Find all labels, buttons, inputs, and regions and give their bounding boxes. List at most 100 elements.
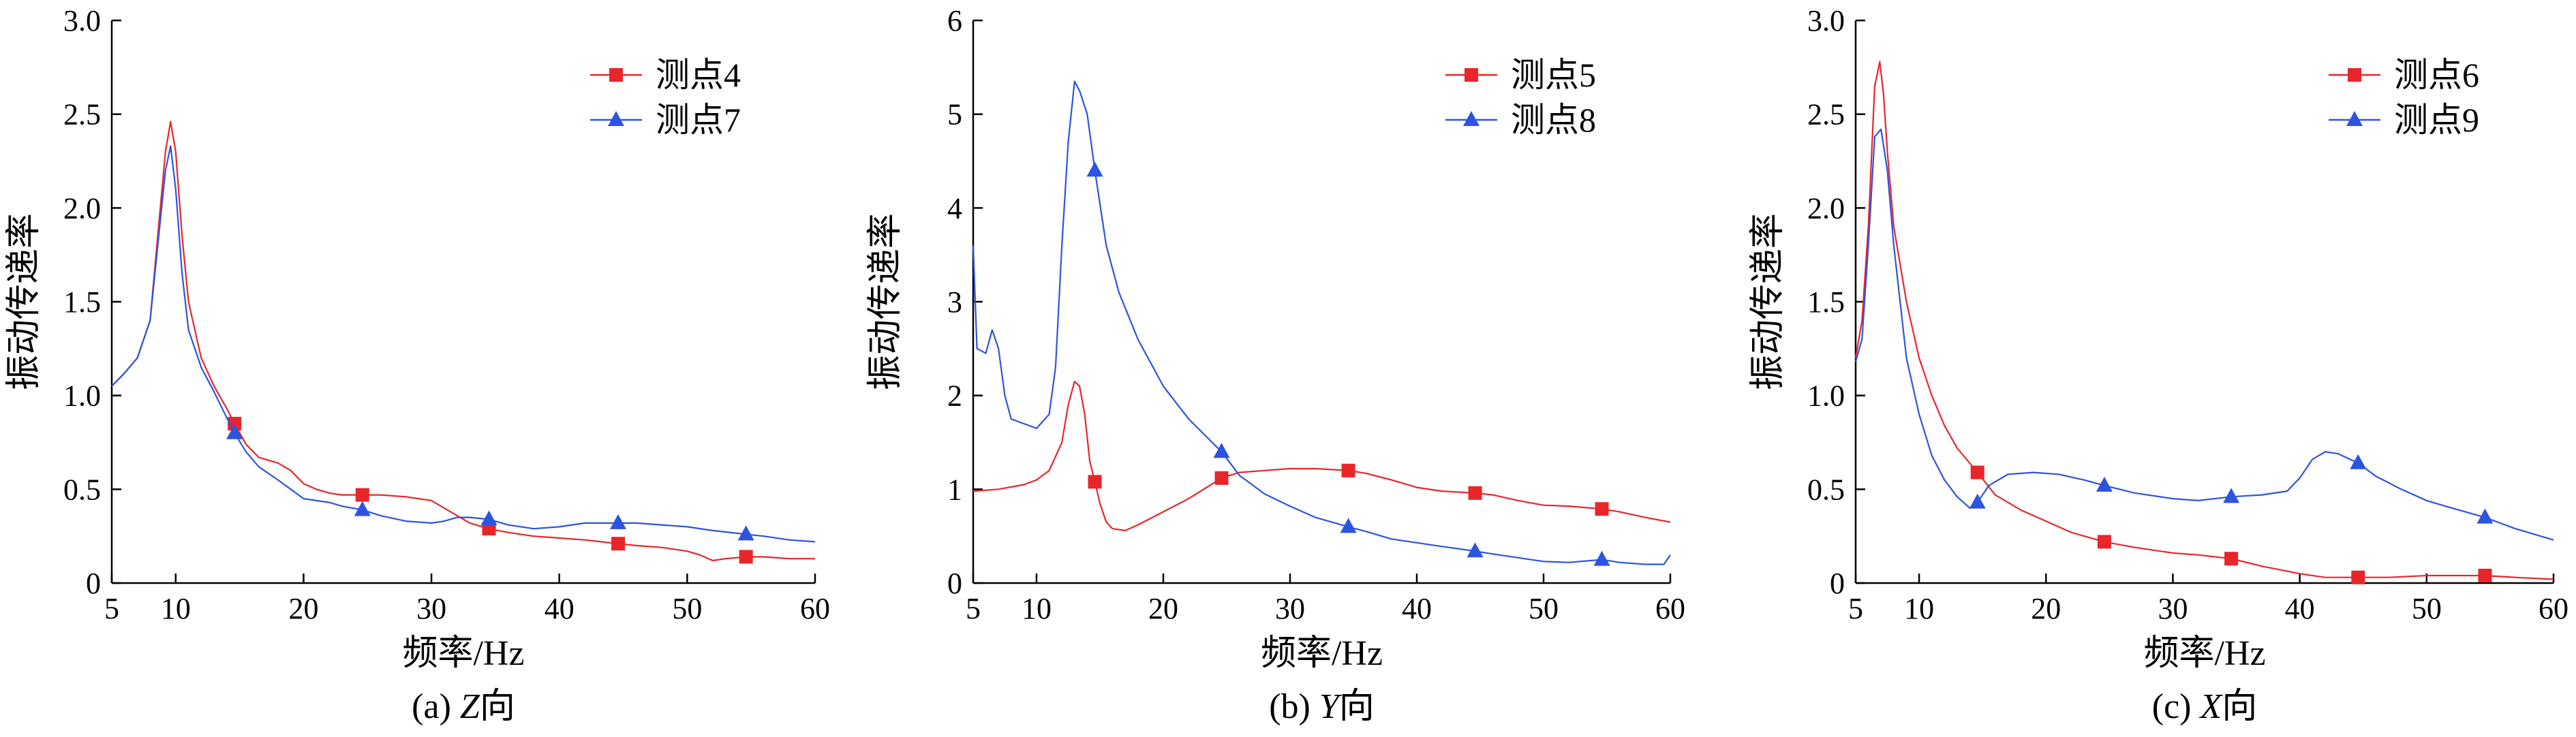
caption-axis: Y [1319, 687, 1343, 726]
series-line [1854, 128, 2554, 541]
y-tick-label: 2.0 [1807, 191, 1845, 225]
series-0 [111, 121, 815, 564]
data-point-square [1595, 502, 1609, 516]
data-point-triangle [1593, 550, 1610, 566]
x-tick-label: 50 [672, 592, 702, 625]
data-point-square [739, 550, 753, 564]
data-point-square [355, 488, 369, 502]
y-tick-label: 2 [947, 379, 962, 413]
y-tick-label: 1.0 [63, 379, 101, 413]
x-tick-label: 40 [1402, 592, 1432, 625]
y-tick-label: 1.5 [1807, 285, 1845, 319]
chart-panel-2: 5 10 20 30 40 50 60 0 0.5 1.0 1.5 2.0 2.5 3.0 频率/Hz 振动传… [1749, 4, 2569, 726]
caption-axis: Z [460, 687, 480, 726]
x-tick-label: 10 [1904, 592, 1934, 625]
y-tick-label: 1.5 [63, 285, 101, 319]
panel-caption: (a) Z向 [412, 687, 515, 726]
legend-marker-square [1465, 68, 1478, 82]
series-line [111, 121, 815, 562]
chart-panel-0: 5 10 20 30 40 50 60 0 0.5 1.0 1.5 2.0 2.5 3.0 频率/Hz 振动传… [5, 4, 830, 726]
x-tick-label: 5 [1848, 592, 1863, 625]
legend-label: 测点4 [656, 56, 741, 94]
legend-marker-square [2348, 68, 2361, 82]
x-tick-label: 5 [966, 592, 981, 625]
caption-prefix: (a) [412, 687, 460, 726]
y-tick-label: 3 [947, 285, 962, 319]
x-tick-label: 40 [2285, 592, 2315, 625]
series-0 [1854, 61, 2554, 584]
series-line [1854, 61, 2554, 580]
x-tick-label: 60 [2539, 592, 2569, 625]
data-point-triangle [1213, 443, 1230, 458]
y-tick-label: 4 [947, 191, 962, 225]
data-point-triangle [2477, 508, 2494, 524]
legend-marker-triangle [1463, 111, 1479, 126]
legend-label: 测点6 [2394, 56, 2479, 94]
x-tick-label: 50 [2412, 592, 2442, 625]
data-point-triangle [354, 501, 371, 516]
data-point-triangle [1340, 518, 1357, 533]
legend-marker-triangle [608, 111, 624, 126]
data-point-square [1468, 486, 1482, 500]
y-tick-label: 3.0 [63, 4, 101, 37]
y-tick-label: 2.5 [63, 98, 101, 131]
data-point-triangle [226, 424, 243, 439]
data-point-triangle [2096, 476, 2113, 492]
data-point-square [2224, 552, 2239, 566]
x-tick-label: 20 [2031, 592, 2061, 625]
series-line [111, 145, 816, 543]
x-tick-label: 50 [1529, 592, 1559, 625]
data-point-square [1214, 471, 1229, 485]
y-tick-label: 1 [947, 473, 962, 506]
y-tick-label: 6 [947, 4, 962, 37]
caption-suffix: 向 [2222, 687, 2257, 726]
y-tick-label: 3.0 [1807, 4, 1845, 37]
series-1 [111, 145, 816, 543]
data-point-triangle [610, 514, 627, 529]
y-tick-label: 1.0 [1807, 379, 1845, 413]
data-point-square [2097, 535, 2111, 549]
caption-axis: X [2198, 687, 2223, 726]
legend-marker-triangle [2346, 111, 2363, 126]
y-tick-label: 0.5 [1807, 473, 1845, 506]
y-axis-label: 振动传递率 [5, 213, 44, 390]
series-1 [972, 80, 1671, 566]
data-point-triangle [2350, 454, 2367, 469]
x-tick-label: 40 [545, 592, 574, 625]
data-point-square [1970, 465, 1984, 480]
x-tick-label: 10 [161, 592, 191, 625]
legend-marker-square [609, 68, 623, 82]
x-tick-label: 60 [800, 592, 830, 625]
data-point-square [2478, 568, 2492, 582]
y-axis-label: 振动传递率 [866, 213, 905, 390]
x-tick-label: 20 [288, 592, 318, 625]
y-tick-label: 0 [86, 567, 101, 600]
panel-caption: (b) Y向 [1269, 687, 1375, 726]
caption-prefix: (b) [1269, 687, 1319, 726]
x-axis-label: 频率/Hz [402, 634, 524, 673]
caption-suffix: 向 [1339, 687, 1375, 726]
data-point-square [1088, 475, 1102, 489]
data-point-triangle [737, 525, 754, 541]
caption-prefix: (c) [2152, 687, 2201, 726]
y-tick-label: 0 [1830, 567, 1845, 600]
series-line [972, 80, 1671, 565]
data-point-triangle [1086, 161, 1103, 177]
x-tick-label: 30 [1275, 592, 1305, 625]
x-tick-label: 30 [416, 592, 446, 625]
x-tick-label: 60 [1655, 592, 1685, 625]
panel-caption: (c) X向 [2152, 687, 2258, 726]
data-point-triangle [480, 510, 497, 526]
y-tick-label: 5 [947, 98, 962, 131]
legend-label: 测点9 [2394, 101, 2479, 139]
x-axis-label: 频率/Hz [1261, 634, 1383, 673]
x-tick-label: 30 [2158, 592, 2188, 625]
caption-suffix: 向 [480, 687, 515, 726]
y-tick-label: 0 [947, 567, 962, 600]
legend-label: 测点7 [656, 101, 741, 139]
legend-label: 测点5 [1511, 56, 1596, 94]
y-tick-label: 2.0 [63, 191, 101, 225]
